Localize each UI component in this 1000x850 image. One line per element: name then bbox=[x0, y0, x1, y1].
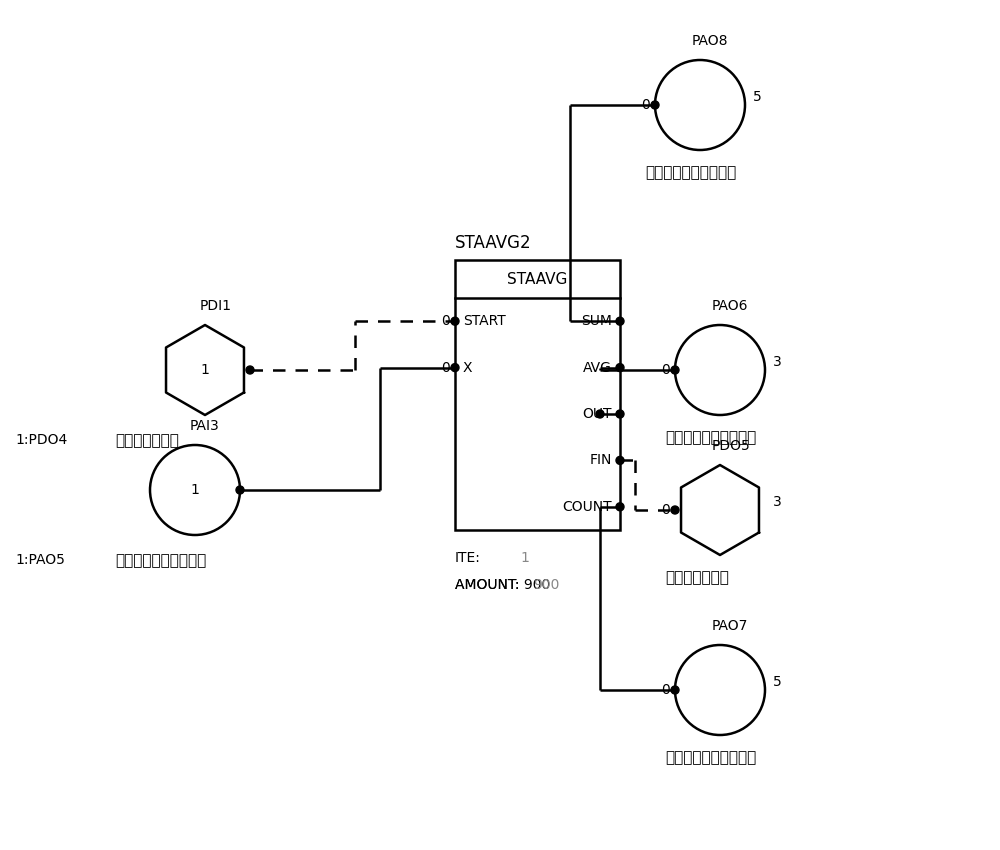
Circle shape bbox=[616, 364, 624, 371]
Text: FIN: FIN bbox=[590, 453, 612, 468]
Text: PAO7: PAO7 bbox=[712, 619, 748, 633]
Text: PAO6: PAO6 bbox=[712, 299, 748, 313]
Text: PDO5: PDO5 bbox=[712, 439, 751, 453]
Text: 5: 5 bbox=[753, 90, 762, 104]
Circle shape bbox=[616, 503, 624, 511]
Circle shape bbox=[655, 60, 745, 150]
Text: 1:PDO4: 1:PDO4 bbox=[15, 433, 67, 447]
Text: AVG: AVG bbox=[583, 360, 612, 375]
Text: START: START bbox=[463, 314, 506, 328]
Text: 0: 0 bbox=[441, 314, 450, 328]
Text: 3: 3 bbox=[773, 495, 782, 509]
Circle shape bbox=[246, 366, 254, 374]
Text: 0: 0 bbox=[441, 360, 450, 375]
Circle shape bbox=[671, 506, 679, 514]
Text: 1: 1 bbox=[191, 483, 199, 497]
Text: 页间浮点数模拟量共享: 页间浮点数模拟量共享 bbox=[665, 750, 756, 765]
Polygon shape bbox=[681, 465, 759, 555]
Text: STAAVG: STAAVG bbox=[507, 271, 568, 286]
Circle shape bbox=[616, 410, 624, 418]
Text: 页间开关量共享: 页间开关量共享 bbox=[115, 433, 179, 448]
Circle shape bbox=[675, 325, 765, 415]
Text: 0: 0 bbox=[661, 683, 670, 697]
Circle shape bbox=[651, 101, 659, 109]
Text: SUM: SUM bbox=[581, 314, 612, 328]
Bar bbox=[455, 260, 620, 530]
Text: AMOUNT:: AMOUNT: bbox=[455, 578, 524, 592]
Text: X: X bbox=[463, 360, 473, 375]
Polygon shape bbox=[166, 325, 244, 415]
Circle shape bbox=[236, 486, 244, 494]
Text: PAO8: PAO8 bbox=[692, 34, 728, 48]
Circle shape bbox=[616, 317, 624, 326]
Text: 页间浮点数模拟量共享: 页间浮点数模拟量共享 bbox=[665, 430, 756, 445]
Text: 1:PAO5: 1:PAO5 bbox=[15, 553, 65, 567]
Text: PAI3: PAI3 bbox=[190, 419, 220, 433]
Circle shape bbox=[675, 645, 765, 735]
Text: STAAVG2: STAAVG2 bbox=[455, 234, 532, 252]
Circle shape bbox=[671, 366, 679, 374]
Text: PDI1: PDI1 bbox=[200, 299, 232, 313]
Circle shape bbox=[451, 364, 459, 371]
Text: 页间浮点数模拟量共享: 页间浮点数模拟量共享 bbox=[115, 553, 206, 568]
Text: OUT: OUT bbox=[582, 407, 612, 421]
Text: 900: 900 bbox=[533, 578, 559, 592]
Circle shape bbox=[451, 317, 459, 326]
Text: 3: 3 bbox=[773, 355, 782, 369]
Text: 0: 0 bbox=[661, 503, 670, 517]
Text: 5: 5 bbox=[773, 675, 782, 689]
Text: 1: 1 bbox=[201, 363, 209, 377]
Text: 0: 0 bbox=[641, 98, 650, 112]
Text: 页间开关量共享: 页间开关量共享 bbox=[665, 570, 729, 585]
Text: 页间浮点数模拟量共享: 页间浮点数模拟量共享 bbox=[645, 165, 736, 180]
Text: COUNT: COUNT bbox=[562, 500, 612, 513]
Circle shape bbox=[671, 686, 679, 694]
Circle shape bbox=[616, 456, 624, 464]
Text: 1: 1 bbox=[520, 551, 529, 565]
Circle shape bbox=[150, 445, 240, 535]
Text: ITE:: ITE: bbox=[455, 551, 481, 565]
Circle shape bbox=[596, 410, 604, 418]
Text: AMOUNT: 900: AMOUNT: 900 bbox=[455, 578, 550, 592]
Text: 0: 0 bbox=[661, 363, 670, 377]
